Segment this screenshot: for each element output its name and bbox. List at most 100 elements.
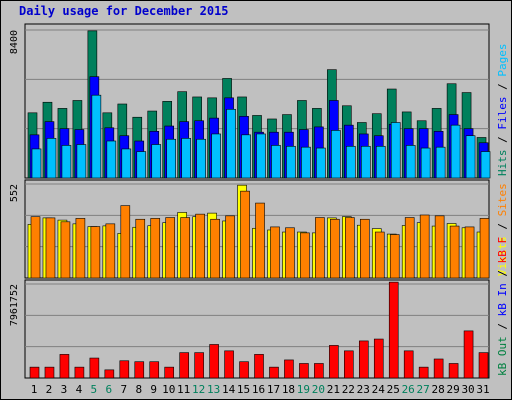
bar-pages-day-14: [226, 108, 236, 179]
bar-sites-day-17: [270, 226, 280, 279]
legend-separator: /: [496, 130, 509, 150]
legend-separator: /: [496, 216, 509, 236]
y-max-label: 7961752: [9, 284, 20, 326]
bar-kb-f-day-22: [344, 350, 354, 379]
bar-sites-day-29: [449, 225, 460, 279]
bar-sites-day-27: [419, 214, 430, 279]
chart-title: Daily usage for December 2015: [19, 4, 229, 18]
bar-pages-day-27: [420, 147, 431, 179]
bar-pages-day-28: [435, 146, 446, 179]
bar-kb-f-day-3: [59, 354, 70, 379]
bar-pages-day-30: [465, 135, 476, 179]
bar-sites-day-7: [120, 205, 131, 279]
bar-sites-day-5: [90, 226, 101, 279]
bar-pages-day-15: [241, 134, 251, 179]
bar-pages-day-19: [301, 146, 311, 179]
bar-pages-day-5: [91, 94, 102, 179]
legend-item: kB Out: [496, 336, 509, 376]
x-tick-label-25: 25: [387, 383, 400, 396]
bar-sites-day-28: [434, 215, 445, 279]
bar-pages-day-8: [136, 151, 147, 179]
bar-kb-f-day-10: [164, 366, 175, 379]
bar-sites-day-22: [345, 217, 355, 279]
bar-pages-day-7: [121, 148, 132, 179]
y-max-label: 552: [9, 184, 20, 202]
x-tick-label-13: 13: [207, 383, 220, 396]
bar-kb-f-day-30: [463, 330, 474, 379]
bar-kb-f-day-1: [29, 366, 40, 379]
bar-pages-day-9: [151, 144, 162, 179]
bar-kb-f-day-28: [433, 358, 444, 379]
bar-pages-day-29: [450, 124, 461, 179]
bar-kb-f-day-17: [269, 366, 279, 379]
bar-pages-day-6: [106, 140, 117, 179]
bar-kb-f-day-18: [284, 359, 294, 379]
legend-item: Hits: [496, 150, 509, 177]
bar-pages-day-23: [360, 145, 371, 179]
bar-pages-day-31: [480, 151, 491, 179]
bar-sites-day-16: [255, 202, 265, 279]
bar-pages-day-26: [405, 145, 416, 179]
x-tick-label-12: 12: [192, 383, 205, 396]
bar-sites-day-20: [315, 217, 325, 279]
bar-pages-day-12: [196, 138, 206, 179]
legend-item: kB In: [496, 283, 509, 316]
legend-kbytes: kB Out / kB In / kB F: [496, 237, 509, 376]
x-tick-label-21: 21: [327, 383, 340, 396]
bar-sites-day-11: [180, 217, 190, 279]
bar-pages-day-24: [375, 145, 386, 179]
bar-pages-day-25: [390, 122, 401, 179]
bar-sites-day-3: [60, 221, 71, 279]
bar-sites-day-6: [105, 223, 116, 279]
bar-sites-day-13: [210, 218, 220, 279]
bar-kb-f-day-20: [314, 363, 324, 379]
bar-kb-f-day-26: [403, 350, 414, 379]
bar-sites-day-14: [225, 215, 235, 279]
bar-sites-day-12: [195, 213, 205, 279]
legend-item: Files: [496, 97, 509, 130]
bar-kb-f-day-21: [329, 345, 339, 379]
bar-kb-f-day-2: [44, 366, 55, 379]
x-tick-label-10: 10: [162, 383, 175, 396]
x-tick-label-22: 22: [342, 383, 355, 396]
x-tick-label-14: 14: [222, 383, 236, 396]
bar-sites-day-9: [150, 218, 161, 279]
bar-sites-day-25: [389, 234, 400, 279]
x-tick-label-26: 26: [402, 383, 415, 396]
bar-pages-day-21: [331, 130, 341, 179]
x-tick-label-2: 2: [46, 383, 53, 396]
bar-kb-f-day-5: [89, 357, 100, 379]
bar-sites-day-8: [135, 218, 146, 279]
legend-item: Visits: [496, 236, 509, 276]
bar-kb-f-day-4: [74, 366, 85, 379]
x-tick-label-9: 9: [150, 383, 157, 396]
x-tick-label-6: 6: [106, 383, 113, 396]
bar-kb-f-day-11: [179, 352, 189, 379]
bar-kb-f-day-29: [448, 363, 459, 379]
x-tick-label-24: 24: [372, 383, 386, 396]
bar-kb-f-day-7: [119, 360, 130, 379]
bar-sites-day-23: [359, 218, 370, 279]
bar-sites-day-24: [374, 231, 385, 279]
bar-pages-day-1: [31, 148, 42, 179]
x-tick-label-1: 1: [31, 383, 38, 396]
bar-kb-f-day-19: [299, 363, 309, 379]
bar-sites-day-26: [404, 217, 415, 279]
x-tick-label-3: 3: [61, 383, 68, 396]
x-tick-label-20: 20: [312, 383, 325, 396]
bar-pages-day-4: [76, 144, 87, 179]
bar-sites-day-10: [165, 217, 176, 279]
bar-kb-f-day-27: [418, 366, 429, 379]
bar-pages-day-3: [61, 145, 72, 179]
legend-separator: /: [496, 263, 509, 283]
y-max-label: 8400: [9, 30, 20, 54]
x-tick-label-31: 31: [476, 383, 489, 396]
legend-hits-files-pages: Hits / Files / Pages: [496, 44, 509, 177]
x-tick-label-30: 30: [461, 383, 474, 396]
x-tick-label-15: 15: [237, 383, 250, 396]
x-tick-label-8: 8: [135, 383, 142, 396]
x-tick-label-5: 5: [91, 383, 98, 396]
bar-kb-f-day-14: [224, 350, 234, 379]
legend-separator: /: [496, 316, 509, 336]
